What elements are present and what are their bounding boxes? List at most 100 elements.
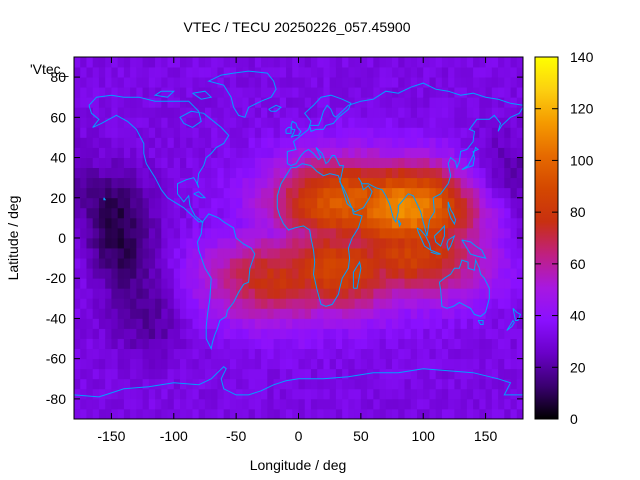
heatmap-cell [173, 348, 181, 360]
coastline [73, 366, 523, 398]
heatmap-cell [229, 87, 237, 98]
heatmap-cell [261, 408, 268, 420]
heatmap-cell [98, 77, 106, 88]
heatmap-cell [454, 227, 462, 239]
heatmap-cell [348, 388, 356, 400]
heatmap-cell [373, 177, 380, 189]
heatmap-cell [360, 308, 368, 319]
heatmap-cell [379, 378, 387, 390]
heatmap-cell [167, 298, 175, 309]
heatmap-cell [111, 298, 119, 309]
heatmap-cell [404, 308, 412, 319]
heatmap-cell [223, 197, 231, 209]
heatmap-cell [335, 207, 343, 219]
heatmap-cell [74, 318, 81, 329]
heatmap-cell [335, 248, 343, 259]
heatmap-cell [385, 87, 393, 98]
heatmap-cell [323, 67, 331, 78]
heatmap-cell [286, 408, 293, 420]
heatmap-cell [242, 87, 250, 98]
heatmap-cell [242, 258, 250, 269]
heatmap-cell [498, 378, 505, 390]
heatmap-cell [491, 358, 499, 370]
heatmap-cell [286, 217, 293, 229]
heatmap-cell [385, 258, 393, 269]
heatmap-cell [198, 137, 206, 148]
heatmap-cell [155, 238, 162, 249]
heatmap-cell [98, 57, 106, 68]
heatmap-cell [360, 278, 368, 289]
heatmap-cell [292, 338, 299, 350]
heatmap-cell [229, 97, 237, 108]
heatmap-cell [516, 157, 524, 169]
heatmap-cell [292, 328, 299, 339]
heatmap-cell [317, 177, 324, 189]
heatmap-cell [267, 258, 274, 269]
heatmap-cell [298, 227, 306, 239]
heatmap-cell [479, 338, 486, 350]
heatmap-cell [117, 227, 125, 239]
heatmap-cell [167, 157, 175, 169]
heatmap-cell [173, 398, 181, 410]
heatmap-cell [498, 348, 505, 360]
heatmap-cell [254, 408, 262, 420]
heatmap-cell [335, 368, 343, 380]
heatmap-cell [198, 97, 206, 108]
heatmap-cell [473, 117, 480, 128]
coastline [196, 213, 256, 351]
heatmap-cell [335, 298, 343, 309]
heatmap-cell [155, 308, 162, 319]
heatmap-cell [167, 187, 175, 199]
heatmap-cell [198, 378, 206, 390]
heatmap-cell [448, 117, 455, 128]
heatmap-cell [379, 187, 387, 199]
heatmap-cell [398, 67, 405, 78]
heatmap-cell [105, 308, 112, 319]
heatmap-cell [229, 308, 237, 319]
heatmap-cell [392, 197, 399, 209]
heatmap-cell [410, 408, 418, 420]
heatmap-cell [279, 368, 287, 380]
heatmap-cell [173, 308, 181, 319]
heatmap-cell [342, 67, 349, 78]
heatmap-cell [80, 217, 87, 229]
heatmap-cell [217, 408, 225, 420]
heatmap-cell [136, 117, 143, 128]
heatmap-cell [342, 258, 349, 269]
heatmap-cell [248, 217, 256, 229]
heatmap-cell [404, 187, 412, 199]
y-tick-label: -80 [46, 391, 66, 407]
heatmap-cell [279, 388, 287, 400]
heatmap-cell [354, 217, 362, 229]
heatmap-cell [148, 87, 156, 98]
heatmap-cell [117, 268, 125, 279]
heatmap-cell [130, 97, 137, 108]
heatmap-cell [286, 157, 293, 169]
heatmap-cell [136, 67, 143, 78]
heatmap-cell [510, 217, 518, 229]
heatmap-cell [304, 318, 312, 329]
heatmap-cell [192, 177, 200, 189]
heatmap-cell [117, 348, 125, 360]
heatmap-cell [510, 227, 518, 239]
heatmap-cell [504, 348, 511, 360]
heatmap-cell [74, 278, 81, 289]
heatmap-cell [379, 338, 387, 350]
heatmap-cell [236, 348, 243, 360]
heatmap-cell [516, 298, 524, 309]
heatmap-cell [204, 288, 212, 299]
heatmap-cell [423, 258, 430, 269]
heatmap-cell [479, 378, 486, 390]
heatmap-cell [410, 127, 418, 138]
heatmap-cell [148, 147, 156, 158]
heatmap-cell [180, 288, 187, 299]
heatmap-cell [242, 298, 250, 309]
coastline [207, 70, 277, 118]
heatmap-cell [448, 127, 455, 138]
heatmap-cell [298, 398, 306, 410]
heatmap-cell [448, 227, 455, 239]
heatmap-cell [329, 248, 337, 259]
heatmap-cell [342, 348, 349, 360]
heatmap-cell [273, 127, 281, 138]
heatmap-cell [473, 258, 480, 269]
